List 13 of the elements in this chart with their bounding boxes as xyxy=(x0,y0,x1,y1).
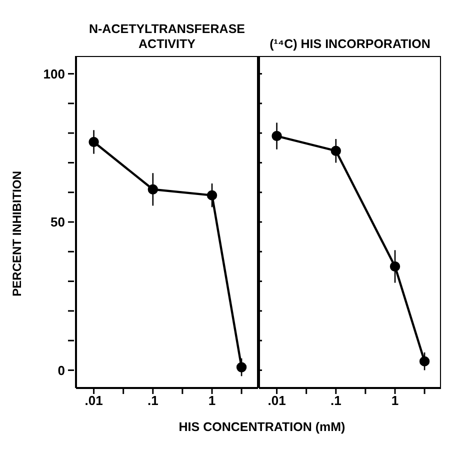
y-tick-label: 100 xyxy=(43,66,65,82)
x-tick-label: .01 xyxy=(268,393,286,408)
y-tick-label: 0 xyxy=(58,362,65,378)
y-tick-label: 50 xyxy=(50,214,65,230)
x-axis-title: HIS CONCENTRATION (mM) xyxy=(178,420,346,434)
x-tick-label: .1 xyxy=(330,393,342,408)
x-tick-label: 1 xyxy=(208,393,216,408)
x-tick-label: .01 xyxy=(84,393,103,408)
y-axis-title: PERCENT INHIBITION xyxy=(10,171,24,297)
chart-title: (¹⁴C) HIS INCORPORATION xyxy=(270,37,430,52)
x-tick-label: 1 xyxy=(391,393,399,408)
chart-title: N-ACETYLTRANSFERASE ACTIVITY xyxy=(88,22,246,52)
x-tick-label: .1 xyxy=(147,393,158,408)
